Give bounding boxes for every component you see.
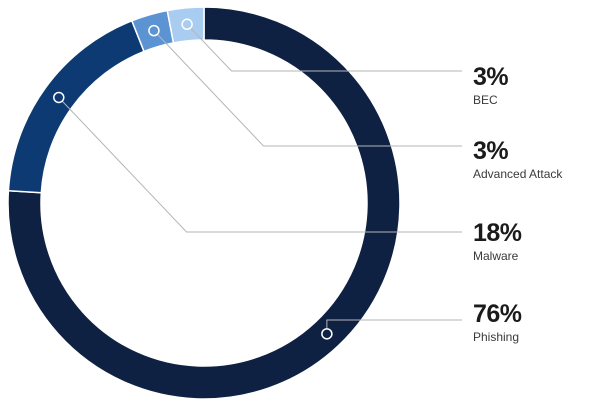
advanced-attack-name-label: Advanced Attack: [473, 167, 563, 181]
phishing-percent-label: 76%: [473, 300, 522, 328]
phishing-name-label: Phishing: [473, 330, 519, 344]
slices-layer: [7, 6, 401, 400]
slice-malware: [7, 19, 145, 194]
marker-advanced-attack: [148, 24, 160, 37]
slice-phishing: [7, 6, 401, 400]
label-phishing: 76% Phishing: [473, 300, 522, 344]
marker-malware: [53, 91, 65, 104]
advanced-attack-percent-label: 3%: [473, 137, 508, 165]
marker-phishing: [321, 328, 333, 340]
leader-line-advanced-attack: [153, 30, 462, 147]
malware-percent-label: 18%: [473, 219, 522, 247]
bec-percent-label: 3%: [473, 63, 508, 91]
bec-name-label: BEC: [473, 93, 498, 107]
leader-line-bec: [186, 23, 462, 72]
malware-name-label: Malware: [473, 249, 519, 263]
label-bec: 3% BEC: [473, 63, 509, 107]
leader-line-malware: [58, 97, 462, 233]
label-advanced-attack: 3% Advanced Attack: [473, 137, 563, 181]
label-malware: 18% Malware: [473, 219, 522, 263]
marker-bec: [181, 18, 193, 31]
leader-lines-layer: [53, 18, 462, 340]
